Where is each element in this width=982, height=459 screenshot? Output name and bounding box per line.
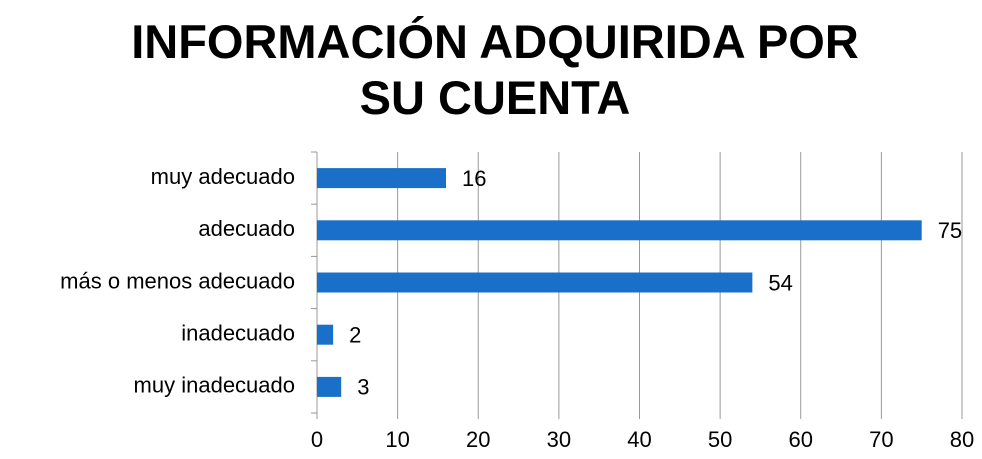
y-tick-label: muy adecuado bbox=[151, 164, 295, 189]
y-tick-label: más o menos adecuado bbox=[60, 268, 295, 293]
y-tick-label: adecuado bbox=[198, 216, 295, 241]
bar bbox=[317, 168, 446, 189]
y-tick-label: inadecuado bbox=[181, 321, 295, 346]
value-label: 2 bbox=[349, 323, 361, 348]
value-label: 75 bbox=[938, 218, 962, 243]
bar bbox=[317, 376, 342, 397]
x-tick-label: 70 bbox=[869, 427, 893, 452]
bar bbox=[317, 324, 334, 345]
bar bbox=[317, 272, 753, 293]
x-tick-label: 60 bbox=[789, 427, 813, 452]
x-tick-label: 80 bbox=[950, 427, 974, 452]
value-label: 16 bbox=[462, 166, 486, 191]
x-tick-label: 10 bbox=[385, 427, 409, 452]
value-label: 54 bbox=[768, 270, 792, 295]
x-tick-label: 30 bbox=[547, 427, 571, 452]
value-label: 3 bbox=[357, 375, 369, 400]
chart-title: INFORMACIÓN ADQUIRIDA POR SU CUENTA bbox=[131, 15, 859, 124]
x-tick-label: 20 bbox=[466, 427, 490, 452]
y-tick-label: muy inadecuado bbox=[134, 373, 295, 398]
x-tick-label: 40 bbox=[627, 427, 651, 452]
x-tick-label: 50 bbox=[708, 427, 732, 452]
x-tick-label: 0 bbox=[311, 427, 323, 452]
bar bbox=[317, 220, 922, 241]
